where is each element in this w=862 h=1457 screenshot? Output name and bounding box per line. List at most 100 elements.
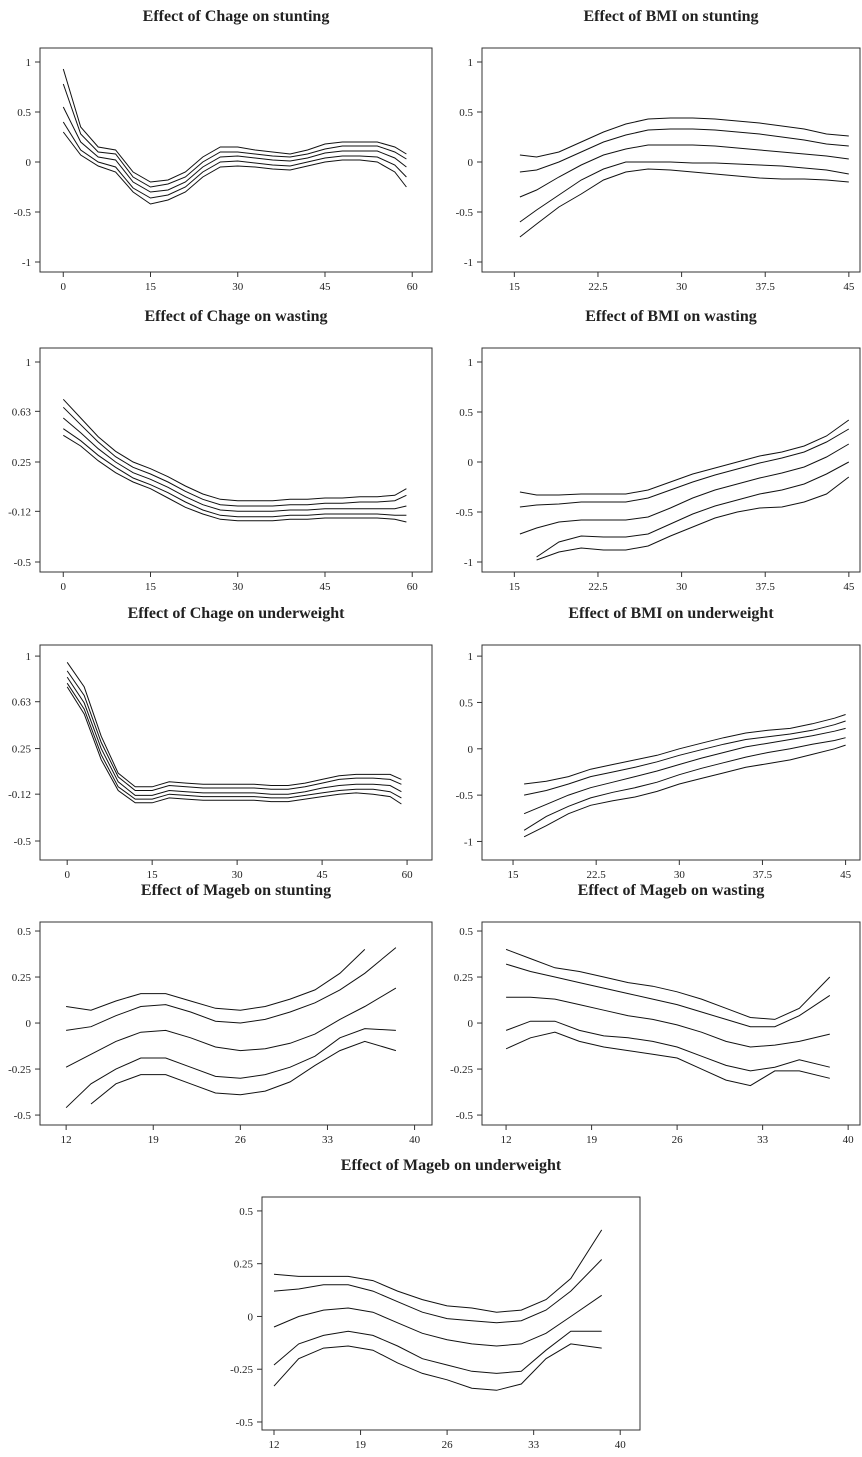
- x-tick-label: 45: [317, 869, 329, 881]
- x-tick-label: 12: [61, 1134, 72, 1146]
- x-tick-label: 0: [61, 281, 67, 293]
- x-tick-label: 45: [840, 869, 852, 881]
- y-tick-label: -0.5: [14, 207, 32, 219]
- effect-line: [66, 686, 402, 805]
- effect-line: [505, 1031, 830, 1087]
- chart-title: Effect of BMI on underweight: [568, 605, 774, 622]
- x-tick-label: 37.5: [753, 869, 773, 881]
- x-tick-label: 26: [672, 1134, 684, 1146]
- effect-line: [519, 168, 849, 238]
- effect-line: [62, 406, 407, 507]
- y-tick-label: 0: [248, 1311, 254, 1323]
- effect-line: [519, 419, 850, 496]
- x-tick-label: 22.5: [587, 869, 607, 881]
- y-tick-label: -0.25: [450, 1064, 473, 1076]
- y-tick-label: 1: [26, 651, 32, 663]
- y-tick-label: 0.5: [239, 1206, 253, 1218]
- y-tick-label: 0: [26, 157, 32, 169]
- effect-line: [62, 106, 407, 193]
- effect-line: [65, 1028, 396, 1109]
- y-tick-label: -0.5: [14, 836, 32, 848]
- y-tick-label: 0: [468, 744, 474, 756]
- x-tick-label: 40: [409, 1134, 421, 1146]
- y-tick-label: 1: [468, 57, 474, 69]
- effect-line: [62, 398, 407, 502]
- y-tick-label: 0.25: [12, 744, 32, 756]
- effect-line: [62, 68, 407, 183]
- effect-line: [519, 117, 849, 158]
- effect-line: [273, 1259, 603, 1324]
- plot-frame: [481, 347, 861, 573]
- y-tick-label: 0.25: [12, 972, 32, 984]
- x-tick-label: 33: [322, 1134, 334, 1146]
- effect-line: [66, 662, 402, 788]
- effect-line: [62, 121, 407, 199]
- y-tick-label: 0: [468, 457, 474, 469]
- x-tick-label: 60: [402, 869, 414, 881]
- y-tick-label: -1: [22, 257, 31, 269]
- x-tick-label: 15: [508, 869, 520, 881]
- x-tick-label: 22.5: [588, 281, 608, 293]
- x-tick-label: 45: [319, 581, 331, 593]
- chart-title: Effect of Chage on underweight: [128, 605, 346, 622]
- effect-line: [62, 417, 407, 512]
- x-tick-label: 12: [268, 1439, 279, 1451]
- x-tick-label: 15: [145, 581, 157, 593]
- x-tick-label: 15: [147, 869, 159, 881]
- x-tick-label: 26: [442, 1439, 454, 1451]
- y-tick-label: 0.25: [12, 457, 32, 469]
- y-tick-label: 0.5: [17, 926, 31, 938]
- effect-line: [63, 434, 407, 523]
- y-tick-label: 0: [468, 1018, 474, 1030]
- chart-title: Effect of BMI on stunting: [583, 8, 758, 25]
- effect-line: [505, 948, 831, 1020]
- effect-line: [536, 476, 850, 561]
- y-tick-label: 1: [468, 357, 474, 369]
- effect-line: [66, 676, 402, 796]
- x-tick-label: 45: [843, 581, 855, 593]
- y-tick-label: 0.5: [459, 107, 473, 119]
- effect-line: [519, 128, 849, 173]
- chart-title: Effect of Chage on stunting: [143, 8, 330, 25]
- y-tick-label: 0.5: [17, 107, 31, 119]
- y-tick-label: 0: [26, 1018, 32, 1030]
- effect-line: [505, 1020, 830, 1072]
- effect-line: [66, 949, 366, 1011]
- y-tick-label: 1: [468, 651, 474, 663]
- chart-title: Effect of Mageb on underweight: [341, 1157, 562, 1174]
- y-tick-label: -0.5: [456, 507, 474, 519]
- y-tick-label: 0: [468, 157, 474, 169]
- y-tick-label: 0.63: [12, 697, 32, 709]
- x-tick-label: 19: [355, 1439, 367, 1451]
- y-tick-label: 0.25: [454, 972, 474, 984]
- x-tick-label: 15: [509, 281, 521, 293]
- effect-line: [519, 443, 850, 535]
- x-tick-label: 40: [615, 1439, 627, 1451]
- effect-line: [505, 963, 831, 1028]
- y-tick-label: -0.25: [230, 1364, 253, 1376]
- plot-frame: [39, 47, 433, 273]
- x-tick-label: 30: [676, 281, 688, 293]
- y-tick-label: -1: [464, 257, 473, 269]
- chart-title: Effect of Mageb on stunting: [141, 882, 331, 899]
- x-tick-label: 12: [501, 1134, 512, 1146]
- effect-line: [63, 428, 407, 518]
- x-tick-label: 60: [407, 581, 419, 593]
- effect-line: [506, 996, 830, 1048]
- y-tick-label: -0.5: [456, 207, 474, 219]
- x-tick-label: 45: [319, 281, 331, 293]
- x-tick-label: 30: [232, 869, 244, 881]
- x-tick-label: 0: [61, 581, 67, 593]
- y-tick-label: 0.5: [459, 926, 473, 938]
- x-tick-label: 30: [232, 281, 244, 293]
- x-tick-label: 33: [757, 1134, 769, 1146]
- x-tick-label: 19: [586, 1134, 598, 1146]
- chart-title: Effect of BMI on wasting: [585, 308, 757, 325]
- x-tick-label: 22.5: [588, 581, 608, 593]
- plot-frame: [39, 347, 433, 573]
- plot-frame: [481, 644, 861, 861]
- effect-line: [523, 744, 846, 838]
- effect-line: [519, 144, 849, 198]
- effect-line: [62, 83, 407, 188]
